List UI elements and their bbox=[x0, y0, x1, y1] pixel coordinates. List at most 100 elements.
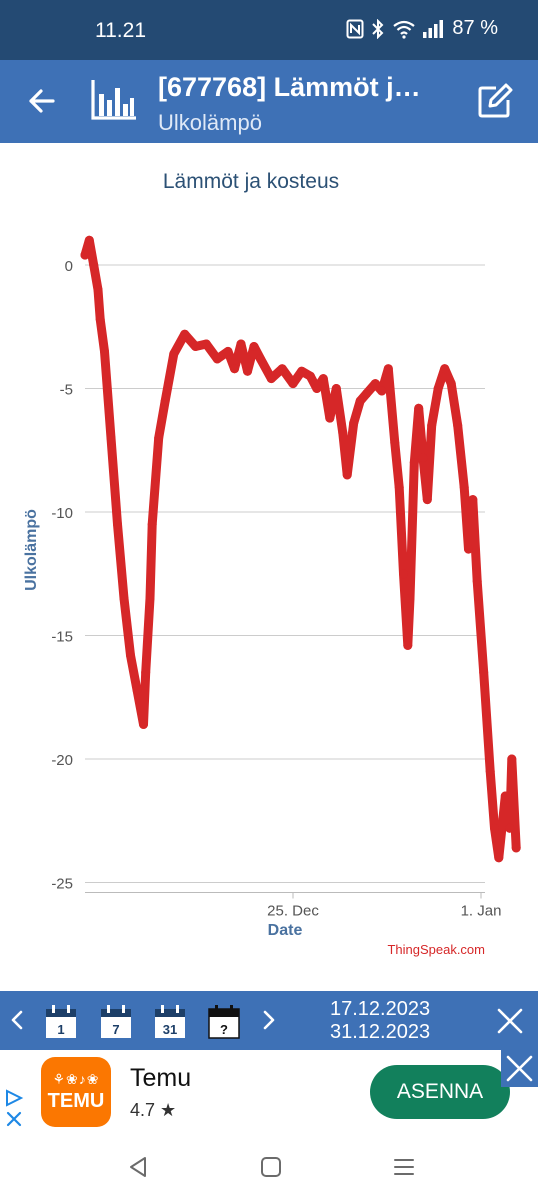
data-point bbox=[446, 379, 456, 389]
recents-nav-icon[interactable] bbox=[392, 1155, 416, 1179]
back-icon[interactable] bbox=[25, 84, 59, 118]
data-point bbox=[466, 507, 476, 517]
data-point bbox=[84, 235, 94, 245]
adchoices-icon[interactable] bbox=[3, 1088, 25, 1130]
ad-rating: 4.7 ★ bbox=[130, 1100, 177, 1120]
chart-area: Lämmöt ja kosteus 0 -5 -10 -15 -20 -25 25. De… bbox=[0, 143, 538, 991]
data-point bbox=[180, 329, 190, 339]
data-point bbox=[141, 668, 151, 677]
prev-icon[interactable] bbox=[6, 1007, 28, 1033]
data-point bbox=[139, 719, 148, 729]
data-point bbox=[494, 853, 504, 863]
ad-banner[interactable]: ⚘❀♪❀ TEMU Temu 4.7 ★ ASENNA bbox=[0, 1050, 538, 1135]
page-title: [677768] Lämmöt j… bbox=[158, 72, 421, 102]
data-point bbox=[230, 364, 239, 374]
date-range[interactable]: 17.12.2023 31.12.2023 bbox=[330, 998, 430, 1044]
data-point bbox=[154, 433, 164, 443]
calendar-label-1: 1 bbox=[57, 1022, 64, 1037]
install-button[interactable]: ASENNA bbox=[370, 1065, 510, 1119]
data-point bbox=[500, 791, 510, 801]
data-point bbox=[485, 766, 495, 776]
calendar-31-days-button[interactable]: 31 bbox=[153, 1004, 187, 1040]
y-tick-label: -15 bbox=[51, 629, 73, 646]
data-point bbox=[433, 384, 443, 393]
date-to: 31.12.2023 bbox=[330, 1021, 431, 1043]
data-point bbox=[507, 754, 517, 764]
data-point bbox=[331, 384, 341, 393]
data-point bbox=[191, 342, 200, 351]
data-point bbox=[511, 843, 521, 853]
calendar-icon: 31 bbox=[155, 1005, 185, 1038]
x-tick-label: 1. Jan bbox=[461, 903, 502, 920]
status-icons: 87 % bbox=[346, 17, 498, 40]
calendar-1-day-button[interactable]: 1 bbox=[44, 1004, 78, 1040]
app-bar: [677768] Lämmöt j… Ulkolämpö bbox=[0, 60, 538, 143]
data-point bbox=[160, 396, 170, 406]
data-point bbox=[459, 482, 469, 492]
next-icon[interactable] bbox=[258, 1007, 280, 1033]
y-tick-label: -5 bbox=[60, 382, 73, 399]
data-point bbox=[288, 379, 298, 389]
system-nav-bar bbox=[0, 1135, 538, 1200]
data-point bbox=[305, 371, 315, 381]
calendar-label-7: 7 bbox=[112, 1022, 119, 1037]
data-point bbox=[468, 495, 478, 505]
signal-icon bbox=[423, 19, 444, 38]
data-point bbox=[472, 576, 482, 586]
data-point bbox=[95, 314, 105, 324]
ad-app-name[interactable]: Temu bbox=[130, 1064, 192, 1092]
date-from: 17.12.2023 bbox=[330, 998, 431, 1020]
data-point bbox=[145, 593, 155, 603]
back-nav-icon[interactable] bbox=[126, 1155, 150, 1179]
x-tick-label: 25. Dec bbox=[267, 903, 319, 920]
data-point bbox=[297, 366, 307, 376]
data-point bbox=[338, 428, 348, 438]
data-point bbox=[440, 364, 450, 374]
data-point bbox=[249, 342, 259, 351]
y-tick-labels: 0 -5 -10 -15 -20 -25 bbox=[51, 258, 73, 893]
ad-close-button[interactable] bbox=[501, 1050, 538, 1087]
data-point bbox=[126, 650, 135, 660]
data-point bbox=[89, 260, 99, 270]
data-point bbox=[349, 418, 359, 428]
close-icon[interactable] bbox=[497, 1008, 523, 1034]
data-point bbox=[377, 386, 387, 396]
home-nav-icon[interactable] bbox=[259, 1155, 283, 1179]
data-point bbox=[403, 640, 413, 650]
y-tick-label: -20 bbox=[51, 752, 73, 769]
status-bar: 11.21 87 % bbox=[0, 0, 538, 60]
data-point bbox=[312, 384, 322, 393]
edit-icon[interactable] bbox=[476, 82, 514, 120]
bluetooth-icon bbox=[372, 18, 384, 39]
calendar-custom-button[interactable]: ? bbox=[207, 1004, 241, 1040]
data-point bbox=[464, 544, 473, 554]
y-tick-label: -10 bbox=[51, 505, 73, 522]
wifi-icon bbox=[393, 20, 416, 39]
data-point bbox=[236, 339, 246, 349]
data-point bbox=[418, 453, 428, 463]
ad-app-logo[interactable]: ⚘❀♪❀ TEMU bbox=[41, 1057, 111, 1127]
status-time: 11.21 bbox=[95, 19, 146, 42]
data-point bbox=[147, 519, 157, 529]
series-line bbox=[80, 235, 521, 863]
data-point bbox=[405, 593, 415, 603]
data-point bbox=[201, 339, 211, 349]
close-icon bbox=[506, 1055, 533, 1082]
data-point bbox=[409, 458, 419, 468]
data-point bbox=[256, 354, 265, 364]
calendar-7-days-button[interactable]: 7 bbox=[99, 1004, 133, 1040]
data-point bbox=[355, 396, 365, 406]
date-nav-bar: 1 7 31 bbox=[0, 991, 538, 1050]
logo-text: TEMU bbox=[47, 1090, 105, 1112]
data-point bbox=[399, 569, 408, 579]
data-point bbox=[93, 285, 103, 295]
page-subtitle: Ulkolämpö bbox=[158, 110, 262, 135]
chart-credit[interactable]: ThingSpeak.com bbox=[387, 942, 485, 957]
data-point bbox=[119, 593, 129, 603]
data-point bbox=[212, 354, 222, 364]
temperature-chart: Lämmöt ja kosteus 0 -5 -10 -15 -20 -25 25. De… bbox=[23, 170, 521, 957]
data-point bbox=[106, 433, 116, 443]
data-point bbox=[169, 349, 179, 359]
data-point bbox=[325, 413, 335, 423]
